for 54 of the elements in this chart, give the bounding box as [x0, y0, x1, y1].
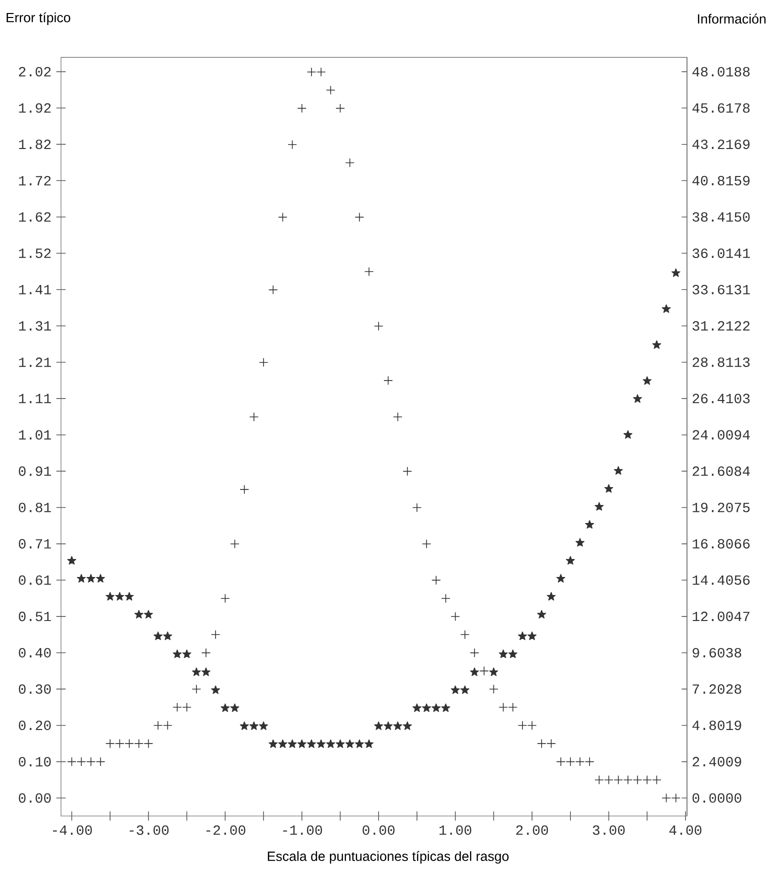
x-tick-label: 4.00 [669, 825, 702, 835]
y-tick-label: 0.61 [18, 575, 51, 585]
y2-tick-label: 21.6084 [692, 466, 750, 476]
y-axis-title: Error típico [6, 12, 70, 25]
y2-tick-label: 0.0000 [692, 793, 742, 803]
y-tick-label: 1.62 [19, 212, 51, 222]
x-tick-label: 1.00 [440, 825, 472, 835]
x-tick-label: 3.00 [592, 825, 625, 835]
y-tick-label: 0.81 [18, 502, 51, 512]
y-tick-label: 0.91 [18, 466, 51, 476]
y-tick-label: 0.30 [18, 684, 51, 694]
y2-tick-label: 45.6178 [692, 103, 750, 113]
x-tick-label: -2.00 [206, 825, 246, 835]
x-tick-label: 0.00 [362, 825, 395, 835]
y2-tick-label: 26.4103 [692, 394, 750, 404]
y2-tick-label: 9.6038 [692, 648, 742, 658]
y2-tick-label: 24.0094 [692, 430, 750, 440]
y-tick-label: 0.71 [18, 539, 51, 549]
y2-tick-label: 12.0047 [692, 612, 750, 622]
y-tick-label: 1.72 [19, 176, 51, 186]
y2-tick-label: 48.0188 [692, 66, 750, 76]
y2-tick-label: 16.8066 [692, 539, 750, 549]
y2-tick-label: 40.8159 [692, 176, 750, 186]
y2-tick-label: 43.2169 [692, 140, 750, 150]
y2-tick-label: 33.6131 [692, 284, 750, 294]
y-tick-label: 1.11 [19, 394, 51, 404]
y-tick-label: 0.20 [18, 720, 51, 730]
y-tick-label: 1.31 [19, 321, 51, 331]
x-axis-title: Escala de puntuaciones típicas del rasgo [268, 851, 509, 864]
x-tick-label: 2.00 [516, 825, 548, 835]
y-tick-label: 1.92 [19, 103, 51, 113]
y-tick-label: 1.21 [19, 358, 51, 367]
y2-tick-label: 19.2075 [692, 502, 750, 512]
y-tick-label: 2.02 [19, 66, 51, 76]
y2-tick-label: 38.4150 [692, 212, 750, 222]
x-tick-label: -4.00 [53, 825, 92, 835]
y-tick-label: 1.01 [19, 430, 51, 440]
y2-axis-title: Información [698, 14, 766, 24]
y-tick-label: 0.51 [18, 612, 51, 622]
y-tick-label: 0.00 [18, 793, 51, 803]
x-tick-label: -3.00 [130, 825, 169, 835]
y-tick-label: 0.10 [18, 756, 51, 766]
y2-tick-label: 31.2122 [692, 321, 750, 331]
x-tick-label: -1.00 [283, 825, 322, 835]
y2-tick-label: 4.8019 [692, 720, 742, 730]
y-tick-label: 1.52 [19, 248, 51, 258]
y2-tick-label: 14.4056 [692, 575, 750, 585]
y-tick-label: 1.41 [19, 284, 51, 294]
y2-tick-label: 2.4009 [692, 756, 742, 766]
y2-tick-label: 28.8113 [692, 357, 750, 367]
y-tick-label: 0.40 [18, 648, 51, 658]
y-tick-label: 1.82 [19, 140, 51, 150]
y2-tick-label: 36.0141 [692, 248, 750, 258]
y2-tick-label: 7.2028 [692, 684, 742, 694]
